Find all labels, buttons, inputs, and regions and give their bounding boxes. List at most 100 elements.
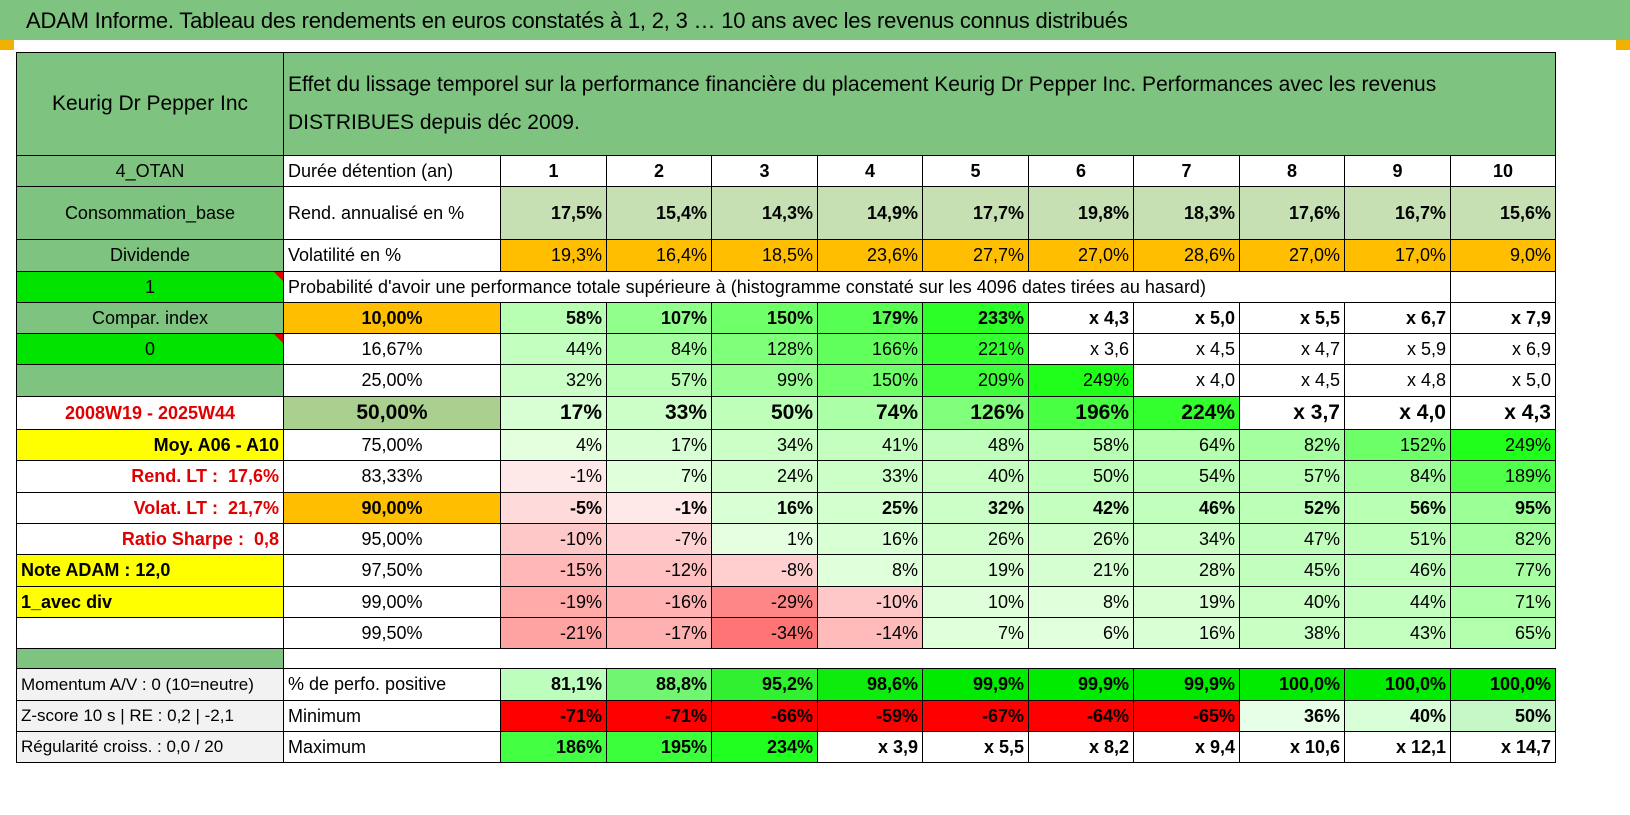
year-header-cell[interactable]: 3 [711, 155, 818, 187]
probability-value-cell[interactable]: 107% [606, 302, 712, 334]
probability-value-cell[interactable]: 166% [817, 333, 923, 365]
bottom-label-cell[interactable]: Maximum [283, 731, 501, 763]
side-empty-cell[interactable] [16, 617, 284, 649]
probability-value-cell[interactable]: 71% [1450, 586, 1556, 618]
probability-value-cell[interactable]: x 4,0 [1133, 364, 1240, 397]
probability-value-cell[interactable]: 47% [1239, 523, 1345, 555]
probability-value-cell[interactable]: 64% [1133, 429, 1240, 461]
probability-value-cell[interactable]: 152% [1344, 429, 1451, 461]
probability-value-cell[interactable]: x 4,0 [1344, 396, 1451, 430]
vol-value-cell[interactable]: 28,6% [1133, 239, 1240, 272]
probability-value-cell[interactable]: -19% [500, 586, 607, 618]
compar-label-cell[interactable]: Compar. index [16, 302, 284, 334]
bottom-side-cell[interactable]: Z-score 10 s | RE : 0,2 | -2,1 [16, 700, 284, 732]
bottom-value-cell[interactable]: 50% [1450, 700, 1556, 732]
bottom-value-cell[interactable]: -71% [500, 700, 607, 732]
description-cell[interactable]: Effet du lissage temporel sur la perform… [283, 52, 1556, 156]
vol-label-cell[interactable]: Volatilité en % [283, 239, 501, 272]
probability-value-cell[interactable]: 25% [817, 492, 923, 524]
probability-value-cell[interactable]: 8% [817, 554, 923, 587]
probability-value-cell[interactable]: 77% [1450, 554, 1556, 587]
vol-value-cell[interactable]: 9,0% [1450, 239, 1556, 272]
probability-level-cell[interactable]: 83,33% [283, 460, 501, 493]
bottom-value-cell[interactable]: 98,6% [817, 668, 923, 701]
probability-value-cell[interactable]: 24% [711, 460, 818, 493]
probability-level-cell[interactable]: 16,67% [283, 333, 501, 365]
probability-value-cell[interactable]: -12% [606, 554, 712, 587]
spacer-green-cell[interactable] [16, 648, 284, 669]
selector-0-cell[interactable]: 0 [16, 333, 284, 365]
rend-value-cell[interactable]: 18,3% [1133, 186, 1240, 240]
rend-value-cell[interactable]: 15,4% [606, 186, 712, 240]
vol-value-cell[interactable]: 16,4% [606, 239, 712, 272]
probability-value-cell[interactable]: x 5,9 [1344, 333, 1451, 365]
probability-value-cell[interactable]: 189% [1450, 460, 1556, 493]
probability-level-cell[interactable]: 99,50% [283, 617, 501, 649]
vol-value-cell[interactable]: 27,0% [1028, 239, 1134, 272]
probability-value-cell[interactable]: x 5,0 [1450, 364, 1556, 397]
bottom-value-cell[interactable]: 40% [1344, 700, 1451, 732]
bottom-value-cell[interactable]: -59% [817, 700, 923, 732]
probability-value-cell[interactable]: 7% [922, 617, 1029, 649]
bottom-value-cell[interactable]: -64% [1028, 700, 1134, 732]
probability-value-cell[interactable]: -34% [711, 617, 818, 649]
probability-value-cell[interactable]: 26% [922, 523, 1029, 555]
bottom-value-cell[interactable]: 100,0% [1344, 668, 1451, 701]
bottom-value-cell[interactable]: 81,1% [500, 668, 607, 701]
probability-value-cell[interactable]: 58% [500, 302, 607, 334]
bottom-side-cell[interactable]: Régularité croiss. : 0,0 / 20 [16, 731, 284, 763]
probability-value-cell[interactable]: -5% [500, 492, 607, 524]
probability-value-cell[interactable]: 19% [1133, 586, 1240, 618]
empty-cell[interactable] [1450, 271, 1556, 303]
asset-name-cell[interactable]: Keurig Dr Pepper Inc [16, 52, 284, 156]
bottom-label-cell[interactable]: % de perfo. positive [283, 668, 501, 701]
probability-value-cell[interactable]: x 6,9 [1450, 333, 1556, 365]
probability-value-cell[interactable]: 224% [1133, 396, 1240, 430]
probability-value-cell[interactable]: 82% [1450, 523, 1556, 555]
vol-value-cell[interactable]: 18,5% [711, 239, 818, 272]
probability-value-cell[interactable]: 46% [1133, 492, 1240, 524]
probability-value-cell[interactable]: 50% [711, 396, 818, 430]
year-header-cell[interactable]: 10 [1450, 155, 1556, 187]
rend-value-cell[interactable]: 15,6% [1450, 186, 1556, 240]
duration-label-cell[interactable]: Durée détention (an) [283, 155, 501, 187]
probability-value-cell[interactable]: 150% [817, 364, 923, 397]
probability-value-cell[interactable]: 44% [1344, 586, 1451, 618]
bottom-value-cell[interactable]: -66% [711, 700, 818, 732]
probability-value-cell[interactable]: 32% [922, 492, 1029, 524]
probability-value-cell[interactable]: 8% [1028, 586, 1134, 618]
probability-value-cell[interactable]: 52% [1239, 492, 1345, 524]
probability-value-cell[interactable]: x 4,8 [1344, 364, 1451, 397]
rend-value-cell[interactable]: 16,7% [1344, 186, 1451, 240]
probability-value-cell[interactable]: 4% [500, 429, 607, 461]
probability-value-cell[interactable]: 249% [1450, 429, 1556, 461]
bottom-value-cell[interactable]: -65% [1133, 700, 1240, 732]
vol-value-cell[interactable]: 19,3% [500, 239, 607, 272]
probability-value-cell[interactable]: 82% [1239, 429, 1345, 461]
rend-lt-cell[interactable]: Rend. LT : 17,6% [16, 460, 284, 493]
probability-value-cell[interactable]: -15% [500, 554, 607, 587]
bottom-value-cell[interactable]: x 3,9 [817, 731, 923, 763]
probability-value-cell[interactable]: x 4,3 [1028, 302, 1134, 334]
avec-div-cell[interactable]: 1_avec div [16, 586, 284, 618]
probability-level-cell[interactable]: 99,00% [283, 586, 501, 618]
probability-value-cell[interactable]: 56% [1344, 492, 1451, 524]
probability-value-cell[interactable]: 19% [922, 554, 1029, 587]
probability-value-cell[interactable]: 34% [1133, 523, 1240, 555]
rend-value-cell[interactable]: 14,3% [711, 186, 818, 240]
rend-label-cell[interactable]: Rend. annualisé en % [283, 186, 501, 240]
probability-value-cell[interactable]: -1% [606, 492, 712, 524]
code-cell[interactable]: 4_OTAN [16, 155, 284, 187]
probability-value-cell[interactable]: 57% [606, 364, 712, 397]
vol-value-cell[interactable]: 17,0% [1344, 239, 1451, 272]
bottom-value-cell[interactable]: 186% [500, 731, 607, 763]
probability-value-cell[interactable]: 40% [922, 460, 1029, 493]
rend-value-cell[interactable]: 17,5% [500, 186, 607, 240]
vol-value-cell[interactable]: 23,6% [817, 239, 923, 272]
probability-level-cell[interactable]: 97,50% [283, 554, 501, 587]
probability-value-cell[interactable]: 33% [817, 460, 923, 493]
bottom-value-cell[interactable]: 99,9% [1028, 668, 1134, 701]
probability-value-cell[interactable]: x 5,0 [1133, 302, 1240, 334]
probability-value-cell[interactable]: 233% [922, 302, 1029, 334]
probability-value-cell[interactable]: x 6,7 [1344, 302, 1451, 334]
